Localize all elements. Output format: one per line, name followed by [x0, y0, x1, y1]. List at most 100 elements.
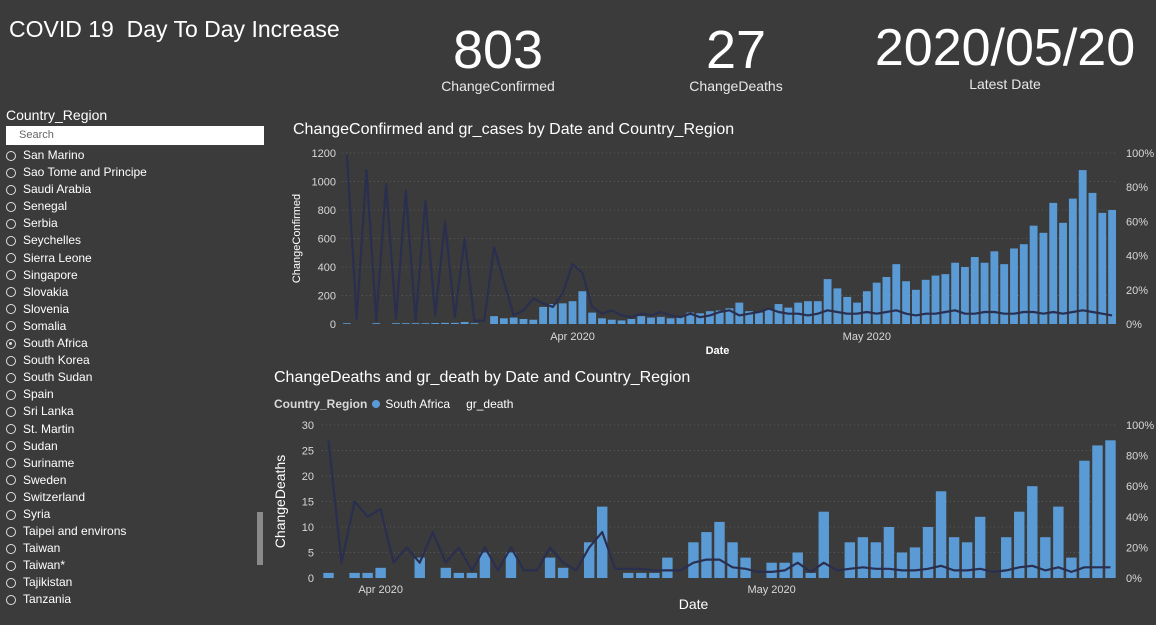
y-tick-label: 30 — [302, 420, 314, 432]
radio-icon[interactable] — [6, 150, 16, 161]
deaths-bar — [583, 542, 595, 578]
radio-icon[interactable] — [6, 355, 16, 366]
y-tick-label: 20 — [302, 471, 314, 483]
radio-icon[interactable] — [6, 372, 16, 383]
deaths-bar — [662, 557, 673, 578]
y-tick-label: 0 — [308, 573, 314, 585]
confirmed-bar — [990, 251, 999, 324]
confirmed-bar — [1108, 210, 1117, 324]
radio-icon[interactable] — [6, 509, 16, 520]
country-item[interactable]: Taipei and environs — [6, 523, 256, 540]
radio-icon[interactable] — [6, 406, 16, 417]
country-item[interactable]: Slovenia — [6, 301, 256, 318]
confirmed-bar — [725, 308, 734, 324]
country-item[interactable]: Seychelles — [6, 232, 256, 249]
confirmed-bar — [666, 318, 675, 324]
deaths-bar — [792, 552, 803, 578]
confirmed-bar — [421, 323, 430, 324]
radio-icon[interactable] — [6, 424, 16, 435]
country-item[interactable]: San Marino — [6, 147, 256, 164]
kpi-change-deaths: 27 ChangeDeaths — [680, 22, 792, 94]
radio-icon[interactable] — [6, 475, 16, 486]
radio-icon[interactable] — [6, 441, 16, 452]
confirmed-bar — [676, 316, 685, 324]
radio-icon[interactable] — [6, 492, 16, 503]
country-label: Sri Lanka — [23, 404, 74, 419]
radio-icon[interactable] — [6, 338, 16, 349]
country-item[interactable]: Taiwan — [6, 540, 256, 557]
deaths-bar — [1105, 440, 1116, 578]
confirmed-bar — [627, 319, 636, 324]
confirmed-bar — [774, 304, 783, 324]
y-tick-label: 25 — [302, 446, 314, 458]
country-item[interactable]: Sudan — [6, 438, 256, 455]
radio-icon[interactable] — [6, 577, 16, 588]
confirmed-bar — [401, 323, 410, 324]
country-label: Slovakia — [23, 284, 69, 299]
country-item[interactable]: Syria — [6, 506, 256, 523]
confirmed-bar — [804, 301, 812, 324]
country-item[interactable]: Somalia — [6, 318, 256, 335]
radio-icon[interactable] — [6, 458, 16, 469]
radio-icon[interactable] — [6, 287, 16, 298]
kpi-change-confirmed: 803 ChangeConfirmed — [430, 22, 566, 94]
confirmed-bar — [892, 264, 901, 324]
country-list: San Marino Sao Tome and Principe Saudi Ara… — [6, 147, 256, 609]
country-item[interactable]: Suriname — [6, 455, 256, 472]
y2-tick-label: 100% — [1126, 420, 1154, 432]
radio-icon[interactable] — [6, 218, 16, 229]
slicer-search-input[interactable]: Search — [6, 126, 264, 145]
deaths-bar — [1053, 506, 1064, 578]
country-item[interactable]: Saudi Arabia — [6, 181, 256, 198]
radio-icon[interactable] — [6, 304, 16, 315]
confirmed-bar — [1039, 232, 1048, 324]
country-item[interactable]: Tajikistan — [6, 574, 256, 591]
radio-icon[interactable] — [6, 321, 16, 332]
x-axis-title: Date — [706, 345, 730, 357]
radio-icon[interactable] — [6, 167, 16, 178]
confirmed-bar — [529, 319, 538, 324]
country-item[interactable]: Taiwan* — [6, 557, 256, 574]
country-label: Sierra Leone — [23, 250, 92, 265]
radio-icon[interactable] — [6, 560, 16, 571]
country-item[interactable]: South Sudan — [6, 369, 256, 386]
country-item[interactable]: Sierra Leone — [6, 250, 256, 267]
country-item[interactable]: Spain — [6, 386, 256, 403]
radio-icon[interactable] — [6, 184, 16, 195]
country-label: Taiwan* — [23, 558, 66, 573]
y-tick-label: 15 — [302, 497, 314, 509]
country-item[interactable]: Tanzania — [6, 591, 256, 608]
radio-icon[interactable] — [6, 594, 16, 605]
slicer-scrollbar[interactable] — [257, 512, 263, 565]
confirmed-bar — [1088, 192, 1097, 324]
country-item[interactable]: St. Martin — [6, 421, 256, 438]
deaths-bar — [805, 572, 816, 578]
y-tick-label: 5 — [308, 548, 314, 560]
country-item[interactable]: Sri Lanka — [6, 403, 256, 420]
country-item[interactable]: Singapore — [6, 267, 256, 284]
radio-icon[interactable] — [6, 270, 16, 281]
country-item[interactable]: Slovakia — [6, 284, 256, 301]
radio-icon[interactable] — [6, 543, 16, 554]
country-item[interactable]: Serbia — [6, 215, 256, 232]
deaths-bar — [623, 572, 634, 578]
confirmed-bar — [1000, 264, 1009, 324]
deaths-bar — [909, 547, 921, 578]
confirmed-bar — [911, 289, 920, 324]
confirmed-bar — [450, 322, 459, 324]
y2-tick-label: 80% — [1126, 451, 1148, 463]
deaths-bar — [857, 537, 869, 578]
country-item[interactable]: Senegal — [6, 198, 256, 215]
radio-icon[interactable] — [6, 253, 16, 264]
country-label: Taiwan — [23, 541, 61, 556]
country-item[interactable]: Switzerland — [6, 489, 256, 506]
confirmed-bar — [764, 309, 773, 324]
country-item[interactable]: Sweden — [6, 472, 256, 489]
radio-icon[interactable] — [6, 526, 16, 537]
radio-icon[interactable] — [6, 201, 16, 212]
radio-icon[interactable] — [6, 236, 16, 247]
country-item[interactable]: South Africa — [6, 335, 256, 352]
radio-icon[interactable] — [6, 389, 16, 400]
country-item[interactable]: South Korea — [6, 352, 256, 369]
country-item[interactable]: Sao Tome and Principe — [6, 164, 256, 181]
